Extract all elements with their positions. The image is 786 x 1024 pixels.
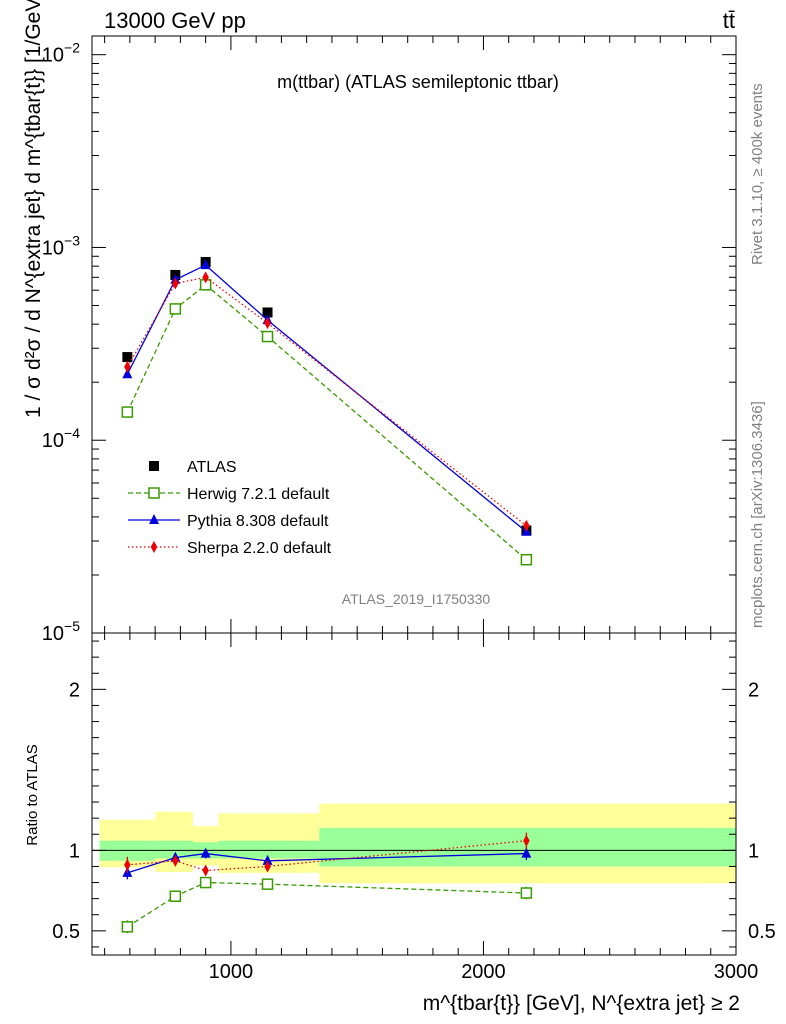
legend: ATLAS Herwig 7.2.1 default Pythia 8.308 de… [128,459,332,557]
mcplots-label: mcplots.cern.ch [arXiv:1306.3436] [749,401,766,628]
main-axes: 10−5 10−4 10−3 10−2 [42,36,737,645]
main-point-s3-0 [124,360,131,373]
ratio-bands [99,803,736,884]
rivet-label: Rivet 3.1.10, ≥ 400k events [749,83,766,265]
main-point-s1-3 [261,330,274,343]
main-title: m(ttbar) (ATLAS semileptonic ttbar) [277,72,559,92]
main-point-s2-0 [122,368,133,379]
ratio-series-layer [121,832,533,934]
main-point-s1-0 [121,406,134,418]
ratio-inner-band-3 [218,840,320,859]
energy-label: 13000 GeV pp [104,8,246,33]
ratio-line-2 [127,840,527,872]
legend-label-1: Herwig 7.2.1 default [187,486,330,503]
ratio-point-s2-3 [264,860,271,873]
main-ytick-label-0: 10−5 [42,618,80,645]
ratio-point-s0-4 [520,887,533,899]
legend-marker-1 [148,487,160,499]
ratio-point-s0-0 [121,921,134,933]
ratio-point-s2-1 [172,854,179,867]
legend-marker-3 [150,541,158,553]
main-point-s0-0 [122,352,133,363]
ratio-ytick-label-right-2: 2 [748,679,759,701]
ratio-point-s1-3 [262,854,273,865]
main-point-s3-3 [264,317,271,330]
ratio-axes: 0.5 0.5 1 1 2 2 1000 2000 3000 [52,633,776,983]
ratio-xtick-label-2: 3000 [714,961,759,983]
main-ytick-label-1: 10−4 [42,425,80,452]
legend-label-0: ATLAS [187,459,237,476]
main-point-s1-4 [520,553,533,566]
main-point-s3-2 [202,271,209,284]
ratio-ytick-label-left-2: 2 [69,679,80,701]
ratio-point-s0-1 [169,890,182,902]
ratio-point-s0-2 [199,876,212,889]
main-line-3 [126,276,527,527]
ratio-point-s2-0 [124,858,131,871]
ratio-ylabel: Ratio to ATLAS [24,744,41,845]
ratio-point-s1-4 [521,847,532,858]
ratio-line-0 [127,881,527,928]
main-point-s0-3 [262,307,273,318]
ratio-ytick-label-right-1: 1 [748,840,759,862]
ratio-ytick-label-left-0: 0.5 [52,921,80,943]
ratio-point-s2-2 [202,864,209,877]
main-series-layer [121,257,533,566]
main-ylabel: 1 / σ d²σ / d N^{extra jet} d m^{tbar{t}… [22,0,45,418]
ratio-xlabel: m^{tbar{t}} [GeV], N^{extra jet} ≥ 2 [423,992,740,1015]
legend-label-2: Pythia 8.308 default [187,513,329,530]
ratio-xtick-label-0: 1000 [209,961,254,983]
watermark-label: ATLAS_2019_I1750330 [342,591,491,607]
ratio-ytick-label-right-0: 0.5 [748,921,776,943]
process-label: tt̄ [723,8,735,33]
ratio-point-s1-2 [200,847,211,858]
ratio-inner-band-1 [155,840,194,859]
legend-marker-0 [149,461,159,471]
ratio-panel-frame [91,632,737,956]
ratio-inner-band-4 [319,827,736,867]
legend-label-3: Sherpa 2.2.0 default [187,540,332,557]
ratio-point-s2-4 [523,834,530,847]
main-point-s3-4 [523,519,530,532]
ratio-xtick-label-1: 2000 [461,961,506,983]
ratio-ytick-label-left-1: 1 [69,840,80,862]
main-point-s1-1 [169,303,182,315]
main-ytick-label-3: 10−2 [42,40,80,67]
main-point-s2-2 [200,259,211,270]
ratio-point-s0-3 [261,878,274,890]
main-point-s3-1 [172,277,179,290]
legend-marker-2 [149,514,159,524]
main-ytick-label-2: 10−3 [42,232,80,259]
